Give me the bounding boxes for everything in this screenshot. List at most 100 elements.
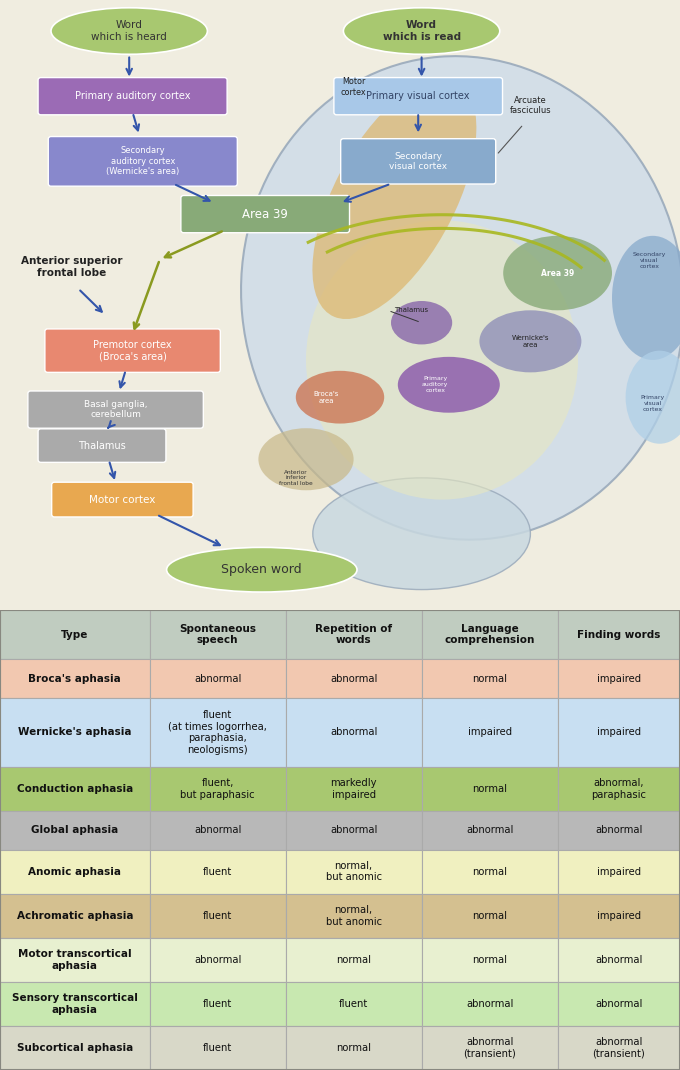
FancyBboxPatch shape [48,137,237,186]
FancyBboxPatch shape [38,78,227,114]
Text: Broca's
area: Broca's area [313,391,339,403]
Bar [286,698,422,767]
Text: fluent: fluent [339,999,369,1009]
Text: abnormal
(transient): abnormal (transient) [463,1037,516,1058]
Text: Wernicke's
area: Wernicke's area [511,335,549,348]
Text: Type: Type [61,629,88,640]
Text: abnormal: abnormal [466,825,513,836]
Text: normal,
but anomic: normal, but anomic [326,905,381,927]
Bar [150,1026,286,1070]
Bar [558,1026,680,1070]
Text: Primary
auditory
cortex: Primary auditory cortex [422,377,448,393]
FancyBboxPatch shape [45,328,220,372]
Text: Anterior
inferior
frontal lobe: Anterior inferior frontal lobe [279,470,313,486]
Text: Primary visual cortex: Primary visual cortex [367,91,470,102]
Text: Finding words: Finding words [577,629,660,640]
Ellipse shape [167,548,357,592]
Text: Primary auditory cortex: Primary auditory cortex [75,91,190,102]
Text: Global aphasia: Global aphasia [31,825,118,836]
Bar [422,937,558,982]
Text: impaired: impaired [597,728,641,737]
Ellipse shape [241,56,680,539]
Text: Thalamus: Thalamus [78,441,126,450]
Text: normal: normal [472,954,507,965]
Bar [150,698,286,767]
Bar [286,982,422,1026]
Text: Motor cortex: Motor cortex [89,494,156,505]
Bar [0,937,150,982]
Text: Thalamus: Thalamus [394,307,428,314]
Bar [558,698,680,767]
Bar [558,850,680,893]
Text: fluent: fluent [203,1043,233,1053]
Text: abnormal: abnormal [330,728,377,737]
Text: abnormal: abnormal [595,825,643,836]
Text: impaired: impaired [597,674,641,684]
Text: Language
comprehension: Language comprehension [445,624,534,645]
Ellipse shape [306,220,578,500]
Bar [558,937,680,982]
Text: abnormal: abnormal [194,825,241,836]
Bar [0,767,150,811]
Text: normal: normal [336,954,371,965]
Bar [0,893,150,937]
Bar [422,811,558,850]
Bar [422,1026,558,1070]
Text: Secondary
auditory cortex
(Wernicke's area): Secondary auditory cortex (Wernicke's ar… [106,147,180,177]
Ellipse shape [391,301,452,345]
Text: Area 39: Area 39 [242,208,288,220]
Text: Repetition of
words: Repetition of words [315,624,392,645]
Text: Spoken word: Spoken word [222,563,302,577]
Bar [0,811,150,850]
Text: Subcortical aphasia: Subcortical aphasia [17,1043,133,1053]
Bar [286,610,422,659]
Text: normal: normal [472,674,507,684]
Ellipse shape [479,310,581,372]
Text: markedly
impaired: markedly impaired [330,778,377,799]
Text: fluent: fluent [203,999,233,1009]
Bar [150,893,286,937]
Text: Broca's aphasia: Broca's aphasia [29,674,121,684]
Bar [150,659,286,698]
Bar [558,659,680,698]
Bar [0,1026,150,1070]
Bar [150,767,286,811]
Bar [558,811,680,850]
Bar [150,811,286,850]
Text: Conduction aphasia: Conduction aphasia [17,784,133,794]
Text: normal: normal [472,784,507,794]
Bar [0,982,150,1026]
Text: impaired: impaired [468,728,511,737]
Text: abnormal: abnormal [330,674,377,684]
Bar [286,850,422,893]
Text: Motor
cortex: Motor cortex [341,77,367,96]
Bar [422,767,558,811]
Bar [422,698,558,767]
FancyBboxPatch shape [38,429,166,462]
Bar [422,850,558,893]
Text: fluent,
but paraphasic: fluent, but paraphasic [180,778,255,799]
Text: abnormal: abnormal [466,999,513,1009]
Text: abnormal: abnormal [194,954,241,965]
Bar [422,982,558,1026]
Text: abnormal: abnormal [330,825,377,836]
Ellipse shape [51,7,207,55]
Bar [286,811,422,850]
Bar [0,659,150,698]
Text: abnormal: abnormal [595,954,643,965]
Ellipse shape [296,371,384,424]
Bar [558,767,680,811]
Bar [286,1026,422,1070]
Bar [558,982,680,1026]
Bar [422,659,558,698]
Text: Arcuate
fasciculus: Arcuate fasciculus [509,96,551,116]
Text: Word
which is heard: Word which is heard [91,20,167,42]
Text: Wernicke's aphasia: Wernicke's aphasia [18,728,131,737]
Text: Sensory transcortical
aphasia: Sensory transcortical aphasia [12,993,138,1014]
Text: abnormal
(transient): abnormal (transient) [592,1037,645,1058]
Bar [150,982,286,1026]
FancyBboxPatch shape [52,483,193,517]
Text: normal,
but anomic: normal, but anomic [326,861,381,883]
Text: Achromatic aphasia: Achromatic aphasia [16,911,133,921]
Text: Premotor cortex
(Broca's area): Premotor cortex (Broca's area) [93,340,172,362]
